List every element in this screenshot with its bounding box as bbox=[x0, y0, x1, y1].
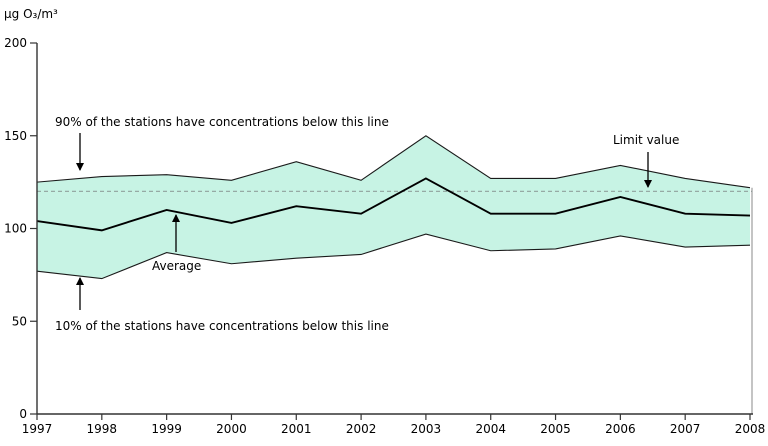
x-tick-label: 2008 bbox=[735, 422, 766, 436]
y-axis-unit-label: µg O₃/m³ bbox=[4, 7, 58, 21]
x-tick-label: 2006 bbox=[605, 422, 636, 436]
x-tick-label: 2000 bbox=[216, 422, 247, 436]
p90-line bbox=[36, 135, 751, 189]
p10-annotation-text: 10% of the stations have concentrations … bbox=[55, 319, 389, 333]
y-tick-label: 50 bbox=[12, 314, 27, 328]
x-tick-label: 2002 bbox=[346, 422, 377, 436]
x-tick-label: 1998 bbox=[87, 422, 118, 436]
y-tick-label: 100 bbox=[4, 222, 27, 236]
y-tick-label: 150 bbox=[4, 129, 27, 143]
x-tick-label: 2003 bbox=[411, 422, 442, 436]
limit-annotation-text: Limit value bbox=[613, 133, 679, 147]
average-annotation-text: Average bbox=[152, 259, 201, 273]
x-tick-label: 2005 bbox=[540, 422, 571, 436]
y-tick-label: 200 bbox=[4, 36, 27, 50]
y-tick-label: 0 bbox=[19, 407, 27, 421]
x-tick-label: 2007 bbox=[670, 422, 701, 436]
average-line bbox=[36, 177, 751, 232]
x-tick-label: 2004 bbox=[475, 422, 506, 436]
x-tick-label: 1999 bbox=[151, 422, 182, 436]
percentile-band bbox=[37, 135, 750, 279]
x-tick-label: 1997 bbox=[22, 422, 53, 436]
p10-line bbox=[36, 233, 751, 280]
p90-annotation-text: 90% of the stations have concentrations … bbox=[55, 115, 389, 129]
x-tick-label: 2001 bbox=[281, 422, 312, 436]
